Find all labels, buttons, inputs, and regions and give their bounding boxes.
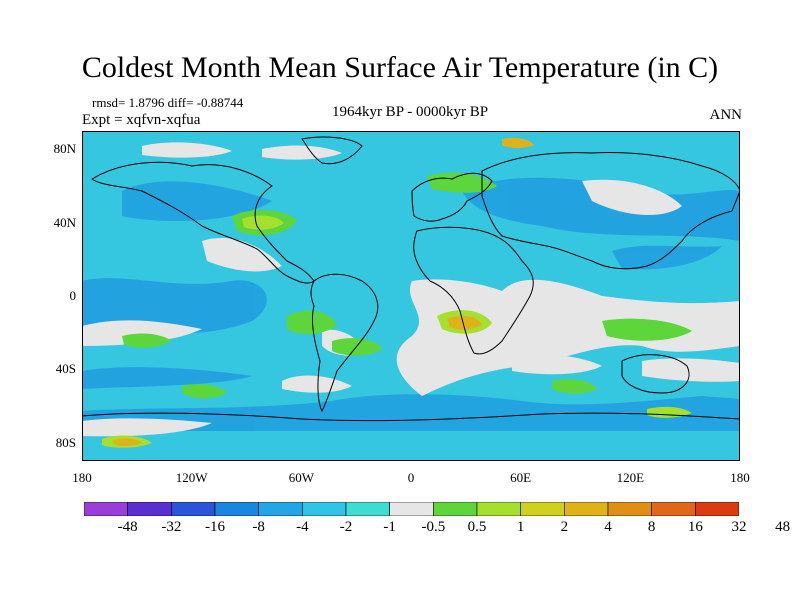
colorbar-label: -2 xyxy=(339,519,353,535)
warm-anomaly-regions xyxy=(102,137,692,448)
map-frame xyxy=(82,131,740,461)
colorbar-swatch xyxy=(476,502,521,516)
colorbar-swatch xyxy=(607,502,652,516)
chart-title: Coldest Month Mean Surface Air Temperatu… xyxy=(81,51,719,84)
colorbar-label: -48 xyxy=(117,519,138,535)
temperature-map xyxy=(82,131,740,461)
y-tick-label: 80S xyxy=(55,434,76,450)
x-tick-label: 60E xyxy=(510,470,532,485)
colorbar-label: 1 xyxy=(516,519,525,535)
colorbar-swatch xyxy=(520,502,565,516)
colorbar-label: -4 xyxy=(296,519,309,535)
x-tick-label: 120E xyxy=(616,470,645,485)
x-tick-label: 180 xyxy=(72,470,92,485)
colorbar-label: 8 xyxy=(647,519,656,535)
colorbar-swatch xyxy=(127,502,172,516)
colorbar-label: -1 xyxy=(383,519,396,535)
y-tick-label: 40S xyxy=(55,361,76,377)
colorbar-swatch xyxy=(651,502,696,516)
colorbar-swatch xyxy=(389,502,434,516)
y-tick-label: 80N xyxy=(53,141,76,157)
experiment-label: Expt = xqfvn-xqfua xyxy=(82,112,201,128)
colorbar-label: -8 xyxy=(252,519,265,535)
y-tick-label: 40N xyxy=(53,214,76,230)
period-label: 1964kyr BP - 0000kyr BP xyxy=(331,104,489,120)
colorbar-swatch xyxy=(302,502,347,516)
colorbar-swatch xyxy=(171,502,216,516)
colorbar-swatch xyxy=(258,502,303,516)
colorbar-swatch xyxy=(433,502,478,516)
colorbar-swatch xyxy=(564,502,609,516)
x-tick-label: 180 xyxy=(730,470,750,485)
x-tick-label: 0 xyxy=(407,470,415,485)
colorbar-label: 4 xyxy=(604,519,612,535)
colorbar-label: -16 xyxy=(205,519,225,535)
colorbar-label: 2 xyxy=(560,519,569,535)
season-label: ANN xyxy=(709,107,743,123)
stats-text: rmsd= 1.8796 diff= -0.88744 xyxy=(92,95,244,110)
colorbar-swatch xyxy=(345,502,390,516)
x-tick-label: 60W xyxy=(288,470,314,485)
colorbar xyxy=(84,502,739,516)
y-tick-label: 0 xyxy=(69,288,77,303)
neutral-anomaly-regions xyxy=(82,142,740,437)
coastlines xyxy=(82,136,740,422)
colorbar-label: -0.5 xyxy=(421,519,446,535)
colorbar-label: -32 xyxy=(161,519,182,535)
colorbar-label: 16 xyxy=(687,519,703,535)
colorbar-swatch xyxy=(84,502,128,516)
colorbar-swatch xyxy=(214,502,259,516)
colorbar-swatch xyxy=(695,502,739,516)
colorbar-label: 48 xyxy=(775,519,791,535)
x-tick-label: 120W xyxy=(175,470,208,485)
colorbar-label: 0.5 xyxy=(467,519,487,535)
colorbar-label: 32 xyxy=(731,519,747,535)
